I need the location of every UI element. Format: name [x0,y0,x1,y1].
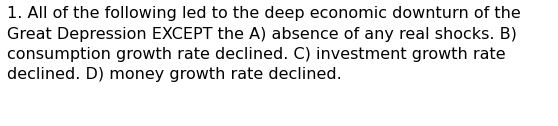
Text: 1. All of the following led to the deep economic downturn of the
Great Depressio: 1. All of the following led to the deep … [7,6,521,83]
